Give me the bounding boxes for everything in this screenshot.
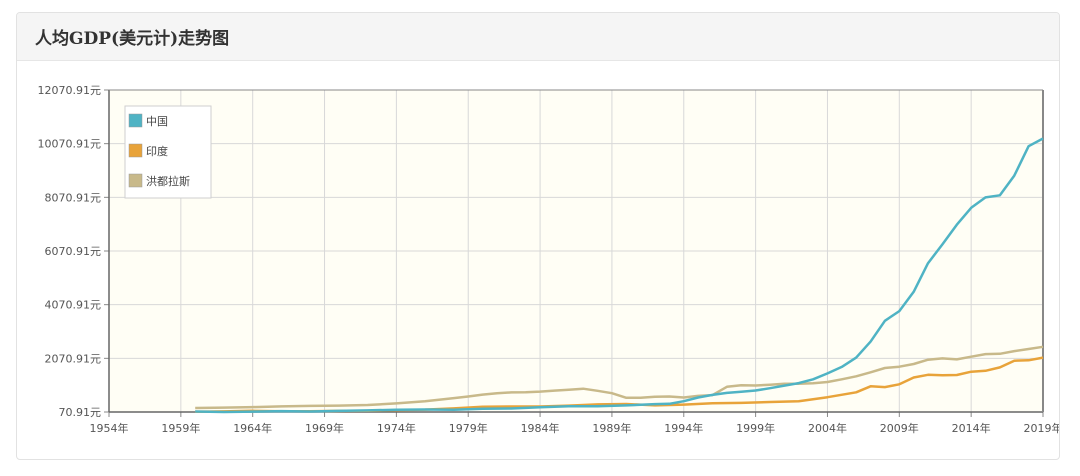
series-line-洪都拉斯: [195, 345, 1044, 410]
x-tick-label: 1979年: [449, 421, 488, 435]
x-tick-label: 1954年: [90, 421, 129, 435]
x-tick-label: 2009年: [880, 421, 919, 435]
x-tick-label: 1994年: [664, 421, 703, 435]
y-tick-label: 12070.91元: [38, 84, 102, 97]
x-tick-label: 2004年: [808, 421, 847, 435]
y-tick-label: 8070.91元: [45, 191, 102, 204]
legend-swatch: [128, 143, 143, 158]
y-tick-label: 70.91元: [59, 406, 102, 419]
x-tick-label: 1999年: [736, 421, 775, 435]
legend-label: 印度: [146, 144, 168, 158]
x-tick-label: 2014年: [952, 421, 991, 435]
y-tick-label: 6070.91元: [45, 245, 102, 258]
gdp-line-chart: 1954年 1959年 1964年 1969年 1974年 1979年 1984年 1989年…: [38, 84, 1061, 435]
y-tick-label: 2070.91元: [45, 352, 102, 365]
legend-label: 洪都拉斯: [146, 174, 190, 188]
x-tick-label: 1984年: [521, 421, 560, 435]
x-tick-label: 1964年: [233, 421, 272, 435]
legend-swatch: [128, 173, 143, 188]
x-tick-label: 1959年: [161, 421, 200, 435]
y-tick-label: 4070.91元: [45, 299, 102, 312]
series-line-中国: [195, 137, 1044, 414]
x-tick-label: 2019年: [1024, 421, 1061, 435]
legend-label: 中国: [146, 115, 168, 128]
x-tick-label: 1974年: [377, 421, 416, 435]
x-tick-label: 1969年: [305, 421, 344, 435]
panel-header: 人均GDP(美元计)走势图: [17, 13, 1059, 61]
x-tick-label: 1989年: [592, 421, 631, 435]
legend-swatch: [128, 113, 143, 128]
page-title: 人均GDP(美元计)走势图: [35, 29, 230, 49]
chart-panel: 人均GDP(美元计)走势图 1954年 1959年 1964年 1969年 1974年 1…: [16, 12, 1060, 460]
y-tick-label: 10070.91元: [38, 138, 102, 151]
